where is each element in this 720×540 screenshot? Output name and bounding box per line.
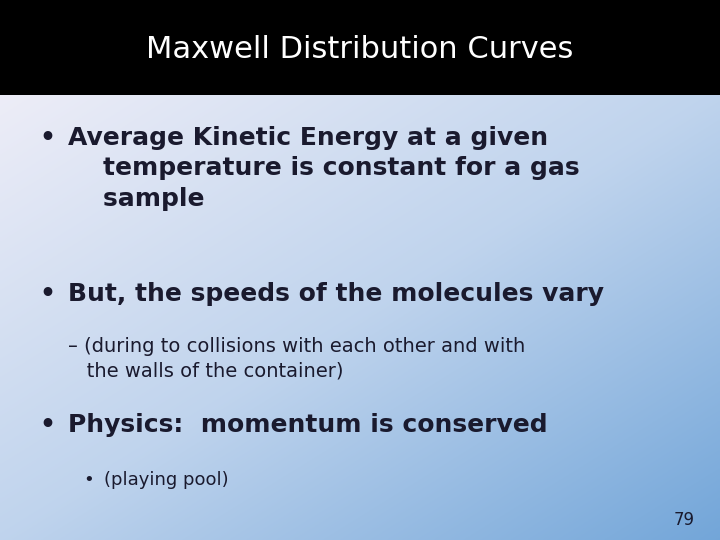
Text: •: • — [40, 126, 55, 150]
Text: •: • — [40, 413, 55, 437]
Text: Physics:  momentum is conserved: Physics: momentum is conserved — [68, 413, 548, 437]
Text: 79: 79 — [674, 511, 695, 529]
Text: (playing pool): (playing pool) — [104, 471, 229, 489]
Text: •: • — [40, 282, 55, 306]
Text: But, the speeds of the molecules vary: But, the speeds of the molecules vary — [68, 282, 604, 306]
Text: – (during to collisions with each other and with
   the walls of the container): – (during to collisions with each other … — [68, 338, 526, 381]
Text: Maxwell Distribution Curves: Maxwell Distribution Curves — [146, 35, 574, 64]
Text: Average Kinetic Energy at a given
    temperature is constant for a gas
    samp: Average Kinetic Energy at a given temper… — [68, 126, 580, 211]
Text: •: • — [83, 471, 94, 489]
